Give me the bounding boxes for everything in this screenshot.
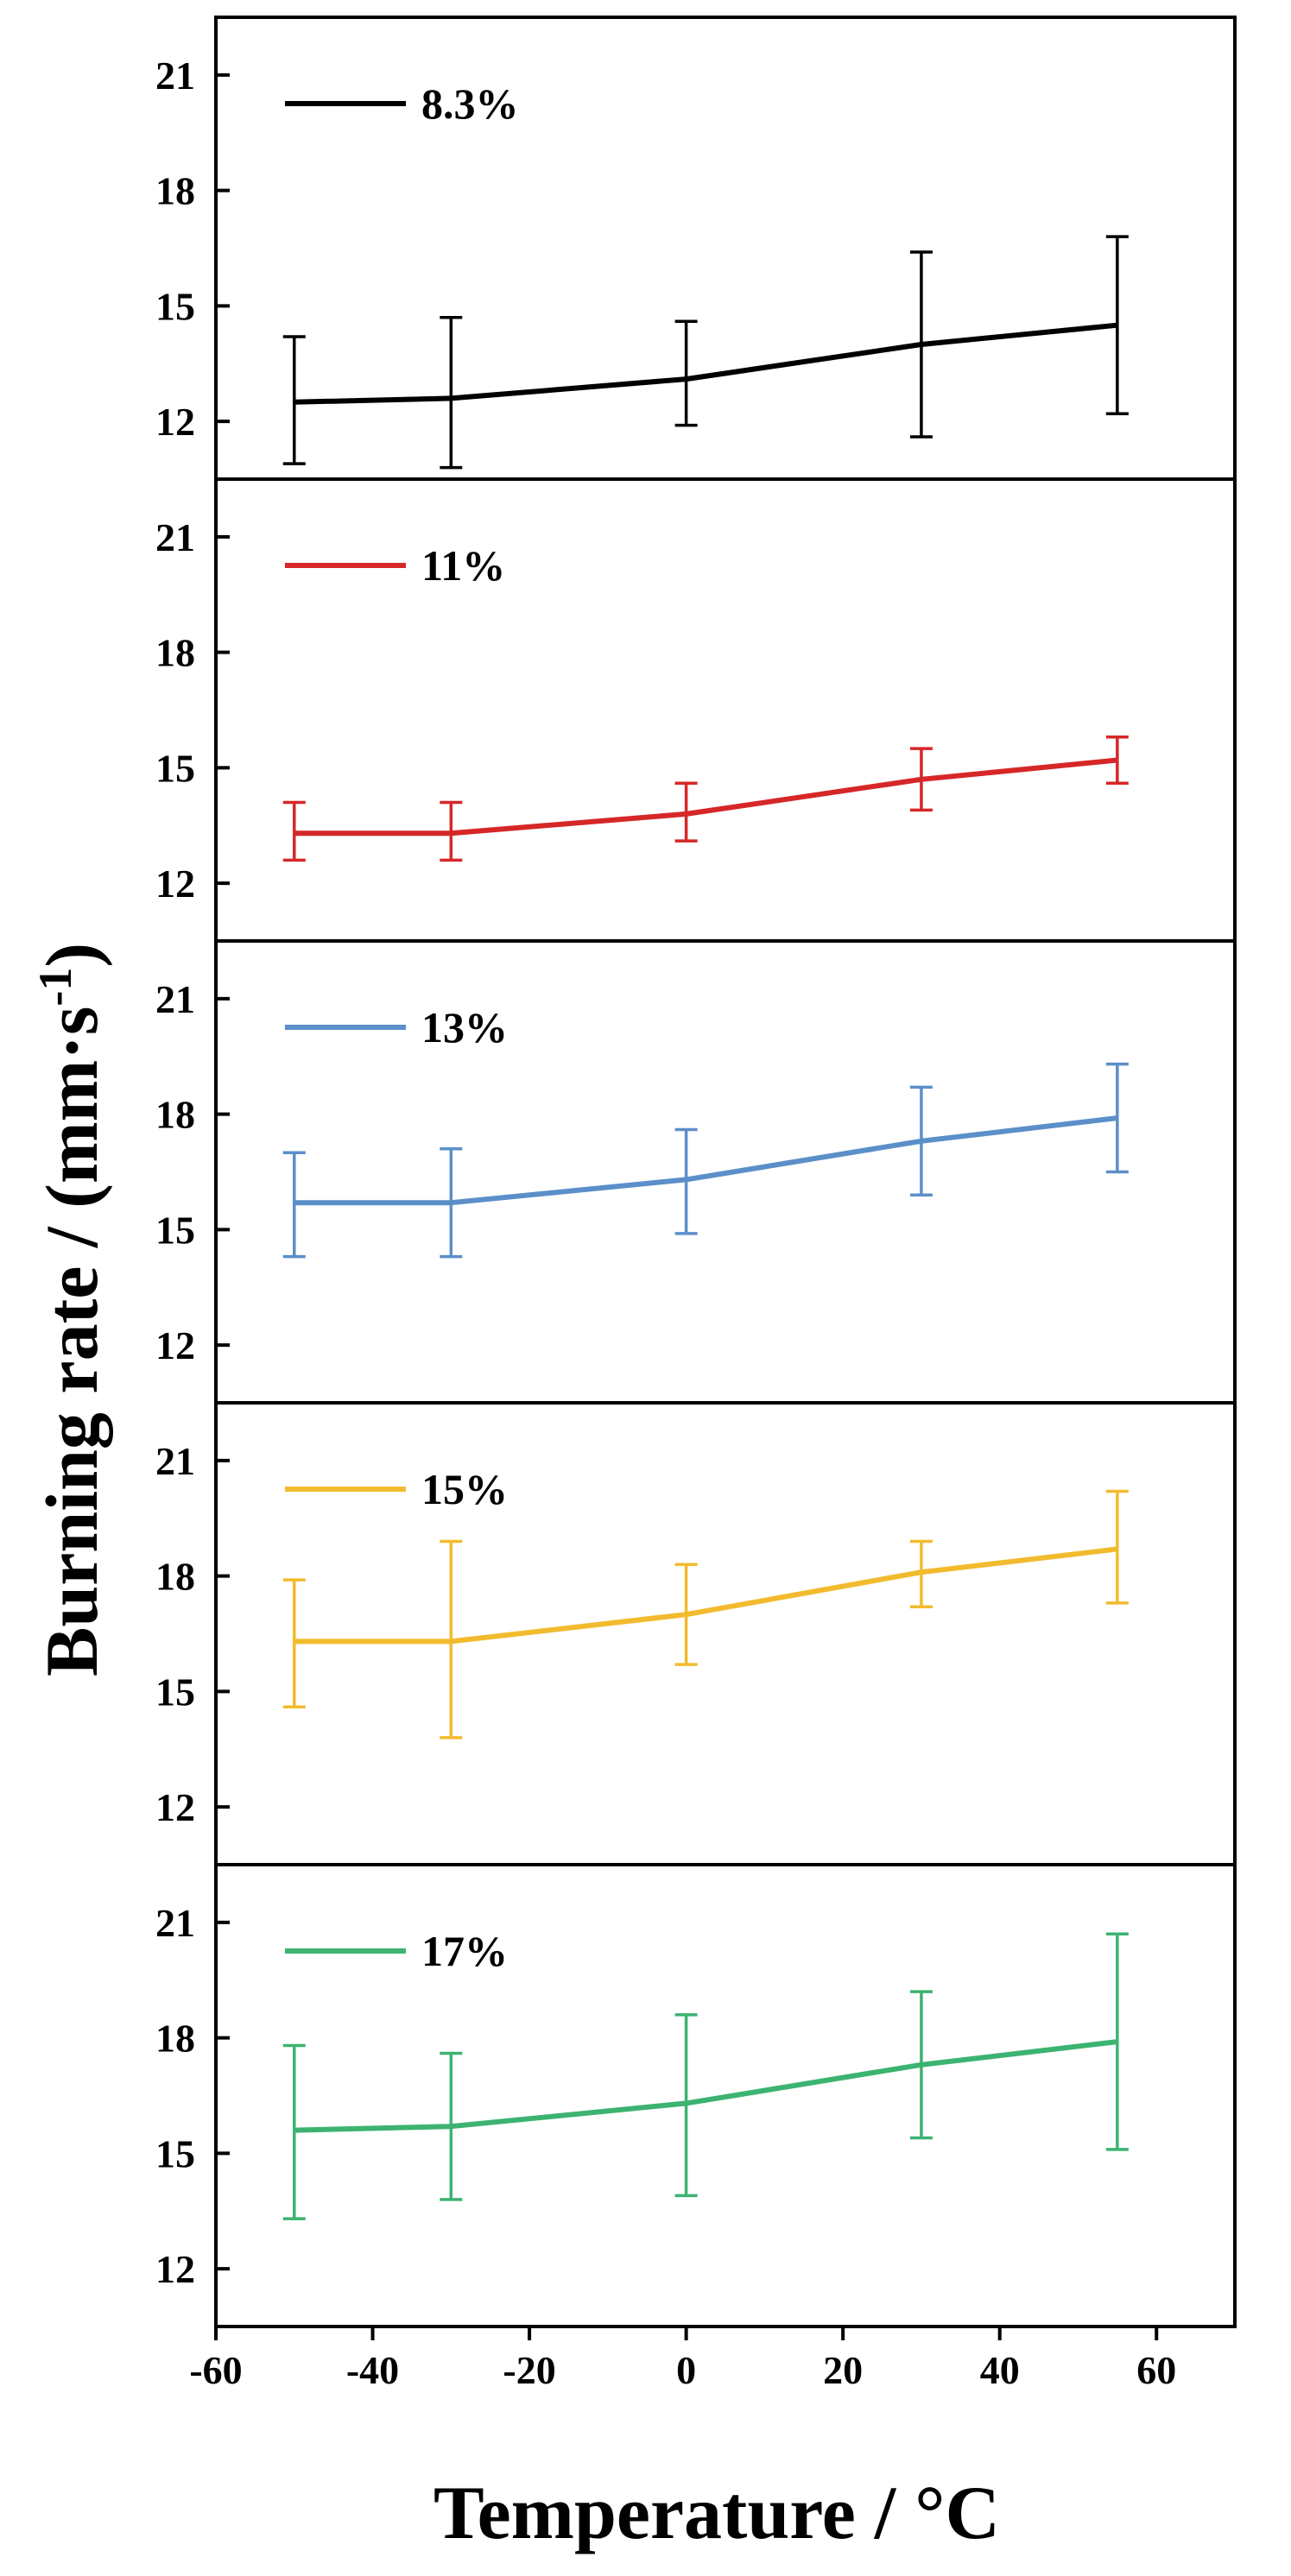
y-tick-label-18: 18 bbox=[155, 1093, 195, 1137]
y-tick-label-15: 15 bbox=[155, 1208, 195, 1252]
panel-2: 12 15 18 21 11% bbox=[155, 477, 1237, 943]
y-tick-label-15: 15 bbox=[155, 1670, 195, 1714]
x-tick-label-40: 40 bbox=[980, 2348, 1020, 2392]
y-tick-label-12: 12 bbox=[155, 400, 195, 444]
panel-frame-5 bbox=[214, 1863, 1237, 2328]
y-tick-label-21: 21 bbox=[155, 515, 195, 559]
error-bar bbox=[1105, 1489, 1129, 1605]
y-tick-label-15: 15 bbox=[155, 2131, 195, 2175]
legend-label-1: 8.3% bbox=[421, 79, 519, 128]
error-bar bbox=[282, 1578, 306, 1708]
y-tick-label-21: 21 bbox=[155, 1901, 195, 1945]
x-tick-label-20: 20 bbox=[823, 2348, 863, 2392]
x-tick-label-60: 60 bbox=[1136, 2348, 1176, 2392]
y-axis-title: Burning rate / (mm·s-1) bbox=[29, 943, 113, 1676]
y-tick-label-18: 18 bbox=[155, 2017, 195, 2061]
y-tick-label-12: 12 bbox=[155, 1785, 195, 1829]
panel-3: 12 15 18 21 13% bbox=[155, 939, 1237, 1405]
panel-1: 12 15 18 21 8.3% bbox=[155, 16, 1237, 481]
y-tick-label-21: 21 bbox=[155, 977, 195, 1021]
x-tick-label--60: -60 bbox=[189, 2348, 242, 2392]
y-tick-label-12: 12 bbox=[155, 862, 195, 906]
series-line-4 bbox=[294, 1546, 1118, 1645]
error-bar bbox=[909, 1539, 933, 1609]
y-tick-label-12: 12 bbox=[155, 1323, 195, 1367]
x-tick-label--40: -40 bbox=[346, 2348, 399, 2392]
error-bar bbox=[440, 1539, 463, 1739]
y-tick-label-18: 18 bbox=[155, 631, 195, 675]
series-line-5 bbox=[294, 2039, 1118, 2133]
series-line-1 bbox=[294, 322, 1118, 405]
y-tick-label-21: 21 bbox=[155, 1439, 195, 1483]
x-tick-label-0: 0 bbox=[676, 2348, 696, 2392]
series-line-3 bbox=[294, 1115, 1118, 1206]
y-tick-label-21: 21 bbox=[155, 54, 195, 98]
y-tick-label-18: 18 bbox=[155, 1555, 195, 1599]
legend-label-2: 11% bbox=[421, 541, 505, 590]
y-tick-label-12: 12 bbox=[155, 2247, 195, 2291]
y-tick-label-15: 15 bbox=[155, 746, 195, 790]
chart-panels: 12 15 18 21 8.3% 12 15 18 21 11% 12 15 18 21 13% 12 15 18… bbox=[155, 16, 1237, 2328]
x-tick-label--20: -20 bbox=[503, 2348, 555, 2392]
y-tick-label-15: 15 bbox=[155, 284, 195, 328]
error-bar bbox=[282, 800, 306, 862]
error-bar bbox=[674, 2013, 698, 2198]
series-line-2 bbox=[294, 757, 1118, 837]
legend-label-3: 13% bbox=[421, 1003, 508, 1051]
x-axis: -60 -40 -20 0 20 40 60 bbox=[189, 2327, 1176, 2392]
panel-frame-4 bbox=[214, 1401, 1237, 1866]
x-axis-title: Temperature / °C bbox=[433, 2472, 1000, 2555]
error-bar bbox=[440, 316, 463, 470]
panel-frame-2 bbox=[214, 477, 1237, 943]
error-bar bbox=[282, 1151, 306, 1259]
legend-label-5: 17% bbox=[421, 1927, 508, 1975]
error-bar bbox=[674, 1127, 698, 1235]
y-tick-label-18: 18 bbox=[155, 169, 195, 213]
error-bar bbox=[282, 335, 306, 465]
error-bar bbox=[282, 2043, 306, 2220]
panel-5: 12 15 18 21 17% bbox=[155, 1863, 1237, 2328]
error-bar bbox=[674, 319, 698, 427]
error-bar bbox=[674, 781, 698, 843]
legend-label-4: 15% bbox=[421, 1465, 508, 1513]
panel-4: 12 15 18 21 15% bbox=[155, 1401, 1237, 1866]
error-bar bbox=[440, 800, 463, 862]
panel-frame-1 bbox=[214, 16, 1237, 481]
